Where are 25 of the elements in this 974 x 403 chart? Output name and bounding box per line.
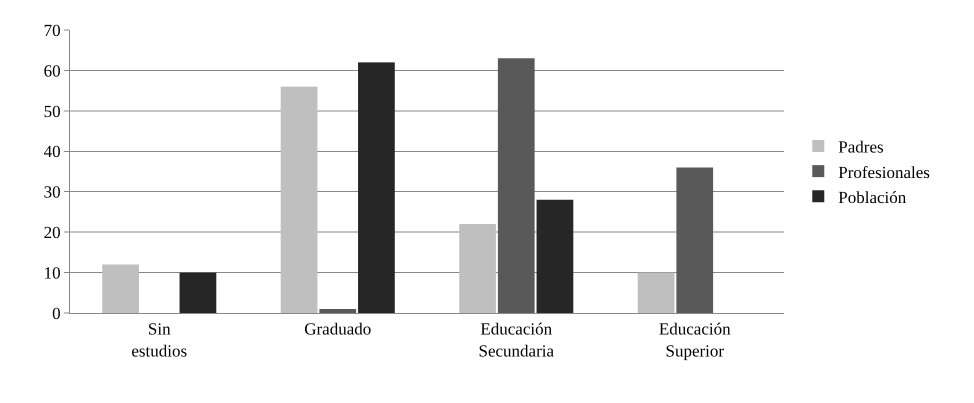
bar: [459, 224, 496, 313]
bar: [536, 200, 574, 313]
bar: [280, 86, 318, 313]
legend-label: Padres: [838, 138, 884, 157]
y-tick-label: 40: [44, 142, 61, 162]
y-tick-label: 50: [44, 102, 61, 121]
legend-label: Población: [838, 188, 907, 207]
x-tick-label: Sin estudios: [131, 319, 188, 360]
y-tick-label: 20: [44, 223, 61, 242]
bar: [358, 62, 395, 313]
y-tick-label: 0: [52, 304, 61, 323]
bar: [102, 264, 139, 313]
bar: [319, 308, 356, 313]
x-tick-label: Educación Secundaria: [478, 319, 554, 360]
bar: [180, 272, 216, 313]
y-tick-label: 30: [44, 182, 61, 202]
y-tick-label: 10: [44, 264, 61, 283]
bar: [498, 58, 535, 313]
y-tick-label: 70: [44, 20, 61, 40]
x-tick-label: Graduado: [304, 319, 372, 338]
legend-label: Profesionales: [838, 162, 930, 182]
bar: [638, 272, 674, 313]
bar: [676, 167, 714, 313]
x-tick-label: Educación Superior: [658, 319, 732, 360]
y-tick-label: 60: [44, 61, 61, 80]
